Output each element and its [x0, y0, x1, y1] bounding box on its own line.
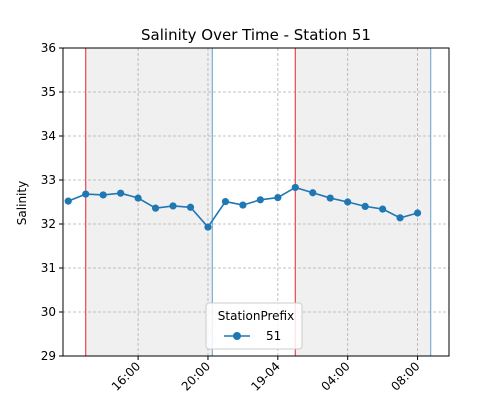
legend-series-marker	[233, 332, 241, 340]
plot-background-layer	[63, 48, 449, 356]
y-tick-label: 29	[41, 349, 56, 363]
y-tick-label: 31	[41, 261, 56, 275]
data-point	[99, 191, 107, 199]
data-point	[169, 202, 177, 210]
shaded-period	[85, 48, 213, 356]
data-point	[186, 203, 195, 211]
chart-title: Salinity Over Time - Station 51	[141, 26, 371, 44]
legend-series-label: 51	[266, 329, 281, 343]
y-tick-label: 35	[41, 85, 56, 99]
data-point	[64, 197, 72, 205]
shaded-period	[295, 48, 431, 356]
data-point	[326, 194, 334, 202]
data-point	[379, 205, 387, 213]
series-layer	[64, 183, 422, 231]
data-point	[82, 190, 90, 198]
data-point	[117, 189, 125, 197]
data-point	[291, 183, 299, 192]
data-point	[256, 196, 264, 204]
data-point	[134, 194, 142, 202]
data-point	[151, 204, 160, 212]
data-point	[239, 201, 247, 209]
y-tick-label: 36	[41, 41, 56, 55]
y-tick-label: 30	[41, 305, 56, 319]
y-tick-label: 33	[41, 173, 56, 187]
legend: StationPrefix 51	[205, 302, 303, 350]
data-point	[274, 194, 282, 202]
legend-title: StationPrefix	[218, 309, 294, 323]
plot-frame	[62, 47, 450, 357]
data-point	[396, 214, 404, 222]
data-point	[309, 189, 317, 197]
y-tick-label: 32	[41, 217, 56, 231]
data-point	[344, 198, 352, 206]
y-axis-label: Salinity	[15, 181, 29, 225]
legend-box	[205, 302, 303, 350]
data-point	[204, 223, 212, 231]
data-point	[413, 209, 422, 217]
data-point	[221, 197, 230, 206]
y-tick-label: 34	[41, 129, 56, 143]
data-point	[361, 202, 369, 210]
